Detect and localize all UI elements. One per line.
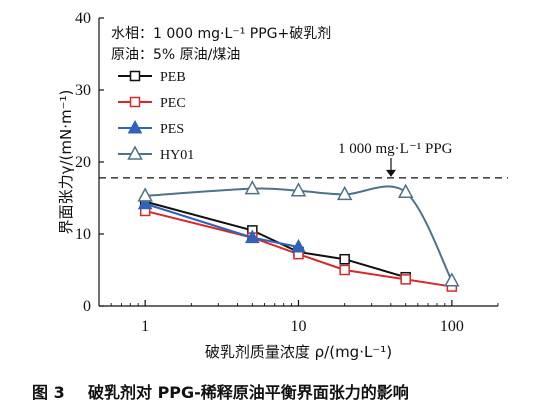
series-layer (137, 180, 460, 292)
x-tick-label: 10 (291, 318, 307, 335)
y-tick-label: 0 (83, 298, 91, 315)
data-point-peb (339, 253, 350, 265)
condition-line: 水相：1 000 mg·L⁻¹ PPG+破乳剂 (111, 26, 331, 42)
data-point-hy01 (336, 185, 353, 201)
reference-arrow-head (386, 169, 396, 177)
legend-label-pes: PES (160, 122, 184, 137)
data-point-hy01 (444, 272, 460, 287)
legend-item-pec: PEC (118, 96, 186, 111)
reference-line-group: 1 000 mg·L⁻¹ PPG (99, 141, 508, 179)
data-point-pes (245, 229, 260, 244)
y-tick-label: 20 (75, 154, 91, 171)
data-point-pec (400, 274, 411, 285)
series-line-peb (144, 200, 406, 279)
axes: 0 10 20 30 40 1 10 100 (75, 10, 499, 335)
legend-item-hy01: HY01 (118, 145, 194, 163)
legend-label-pec: PEC (160, 96, 186, 111)
legend-marker-pec (129, 96, 141, 108)
data-point-pes (291, 238, 306, 253)
data-point-pec (339, 264, 350, 276)
y-axis-title: 界面张力γ/(mN·m⁻¹) (57, 90, 75, 235)
series-pes (137, 195, 306, 253)
chart-text: 破乳剂质量浓度 ρ/(mg·L⁻¹) 界面张力γ/(mN·m⁻¹) 水相：1 000… (57, 26, 392, 361)
reference-line-label: 1 000 mg·L⁻¹ PPG (338, 141, 453, 157)
y-tick-label: 10 (75, 226, 91, 243)
x-axis-title: 破乳剂质量浓度 ρ/(mg·L⁻¹) (205, 343, 392, 361)
series-line-pec (144, 209, 452, 288)
series-peb (139, 196, 411, 283)
x-tick-label: 100 (440, 318, 464, 335)
caption-number: 图 3 (32, 383, 65, 402)
y-tick-label: 40 (75, 10, 91, 27)
legend-item-pes: PES (118, 119, 184, 137)
legend-item-peb: PEB (118, 70, 186, 85)
legend: PEB PEC PES HY01 (118, 70, 194, 163)
series-line-hy01 (145, 185, 453, 282)
legend-marker-peb (129, 70, 141, 82)
series-hy01 (137, 180, 460, 287)
data-point-hy01 (397, 183, 414, 198)
y-tick-label: 30 (75, 82, 91, 99)
caption-title: 破乳剂对 PPG-稀释原油平衡界面张力的影响 (88, 383, 409, 402)
figure-caption: 图 3 破乳剂对 PPG-稀释原油平衡界面张力的影响 (32, 383, 409, 402)
data-point-hy01 (244, 180, 261, 195)
legend-marker-pes (127, 119, 143, 134)
legend-marker-hy01 (127, 145, 143, 160)
condition-line: 原油：5% 原油/煤油 (111, 47, 240, 63)
data-point-hy01 (137, 187, 153, 202)
legend-label-peb: PEB (160, 70, 186, 85)
data-point-pes (137, 195, 153, 210)
data-point-hy01 (290, 182, 307, 197)
legend-label-hy01: HY01 (160, 148, 194, 163)
x-tick-label: 1 (141, 318, 149, 335)
